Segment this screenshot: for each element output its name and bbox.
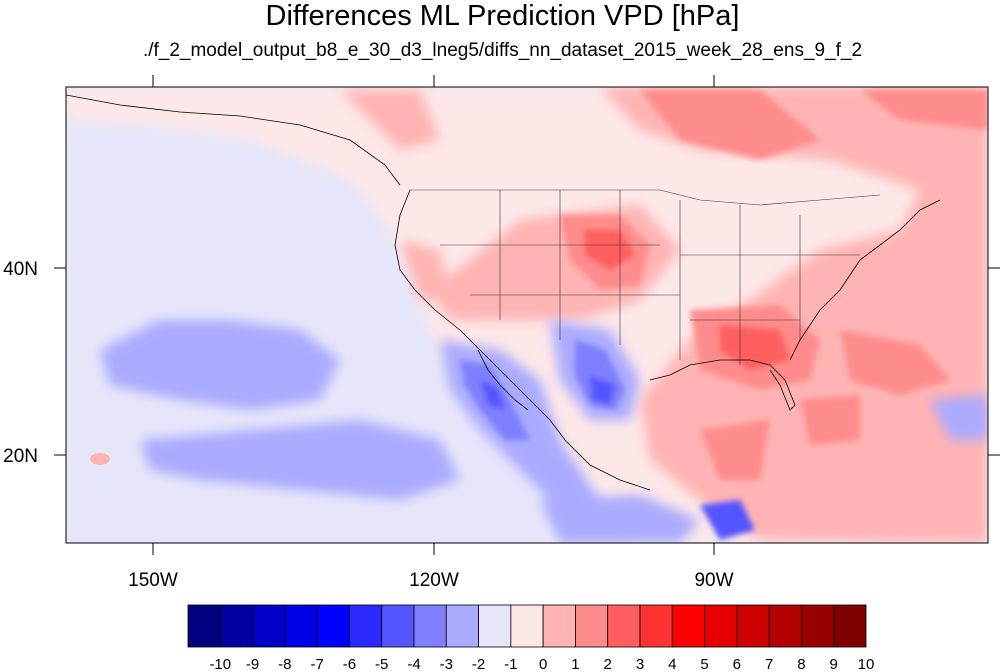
- colorbar-label: -1: [504, 656, 517, 672]
- colorbar-label: 10: [858, 656, 875, 672]
- map-plot-area: [66, 87, 988, 543]
- colorbar-swatch: [381, 604, 415, 648]
- colorbar-swatch: [316, 604, 350, 648]
- colorbar-swatch: [478, 604, 512, 648]
- lon-label-120w: 120W: [409, 570, 459, 591]
- colorbar-label: 0: [539, 656, 547, 672]
- colorbar-label: 3: [636, 656, 644, 672]
- colorbar-label: -5: [375, 656, 388, 672]
- colorbar-swatch: [768, 604, 802, 648]
- colorbar-swatch: [252, 604, 286, 648]
- colorbar-swatch: [607, 604, 641, 648]
- colorbar-label: 4: [668, 656, 676, 672]
- colorbar-label: 1: [571, 656, 579, 672]
- lon-label-90w: 90W: [694, 570, 733, 591]
- hawaii-island: [90, 453, 110, 465]
- colorbar: -10 -9 -8 -7 -6 -5 -4 -3 -2 -1 0 1 2 3 4 5 6 7 8 9 10: [187, 604, 875, 672]
- colorbar-swatch: [575, 604, 609, 648]
- colorbar-swatch: [445, 604, 479, 648]
- colorbar-swatch: [639, 604, 673, 648]
- colorbar-swatch: [833, 604, 867, 648]
- colorbar-swatch: [413, 604, 447, 648]
- colorbar-label: -8: [278, 656, 291, 672]
- colorbar-label: -10: [209, 656, 231, 672]
- chart-subtitle: ./f_2_model_output_b8_e_30_d3_lneg5/diff…: [142, 40, 863, 61]
- colorbar-label: 8: [797, 656, 805, 672]
- coastlines: [66, 94, 941, 491]
- colorbar-swatch: [219, 604, 253, 648]
- colorbar-swatch: [671, 604, 705, 648]
- colorbar-label: -2: [472, 656, 485, 672]
- map-frame: [65, 86, 989, 544]
- colorbar-swatch: [510, 604, 544, 648]
- axis-ticks: [54, 75, 1000, 555]
- colorbar-label: -3: [440, 656, 453, 672]
- colorbar-swatch: [801, 604, 835, 648]
- colorbar-label: 7: [765, 656, 773, 672]
- colorbar-swatch: [187, 604, 221, 648]
- colorbar-label: -7: [310, 656, 323, 672]
- positive-anomaly-peak: [585, 230, 790, 370]
- positive-anomaly-moderate: [340, 87, 988, 543]
- lat-label-40n: 40N: [3, 259, 38, 280]
- chart-title: Differences ML Prediction VPD [hPa]: [265, 0, 740, 32]
- colorbar-label: -6: [343, 656, 356, 672]
- state-borders: [410, 189, 881, 365]
- lon-label-150w: 150W: [128, 570, 178, 591]
- colorbar-swatch: [284, 604, 318, 648]
- colorbar-label: 9: [830, 656, 838, 672]
- negative-anomaly-strong: [460, 340, 755, 540]
- colorbar-swatch: [736, 604, 770, 648]
- colorbar-label: -9: [246, 656, 259, 672]
- colorbar-swatch: [704, 604, 738, 648]
- colorbar-label: -4: [407, 656, 420, 672]
- colorbar-label: 6: [733, 656, 741, 672]
- colorbar-swatch: [349, 604, 383, 648]
- colorbar-label: 2: [604, 656, 612, 672]
- colorbar-swatch: [542, 604, 576, 648]
- lat-label-20n: 20N: [3, 446, 38, 467]
- colorbar-label: 5: [700, 656, 708, 672]
